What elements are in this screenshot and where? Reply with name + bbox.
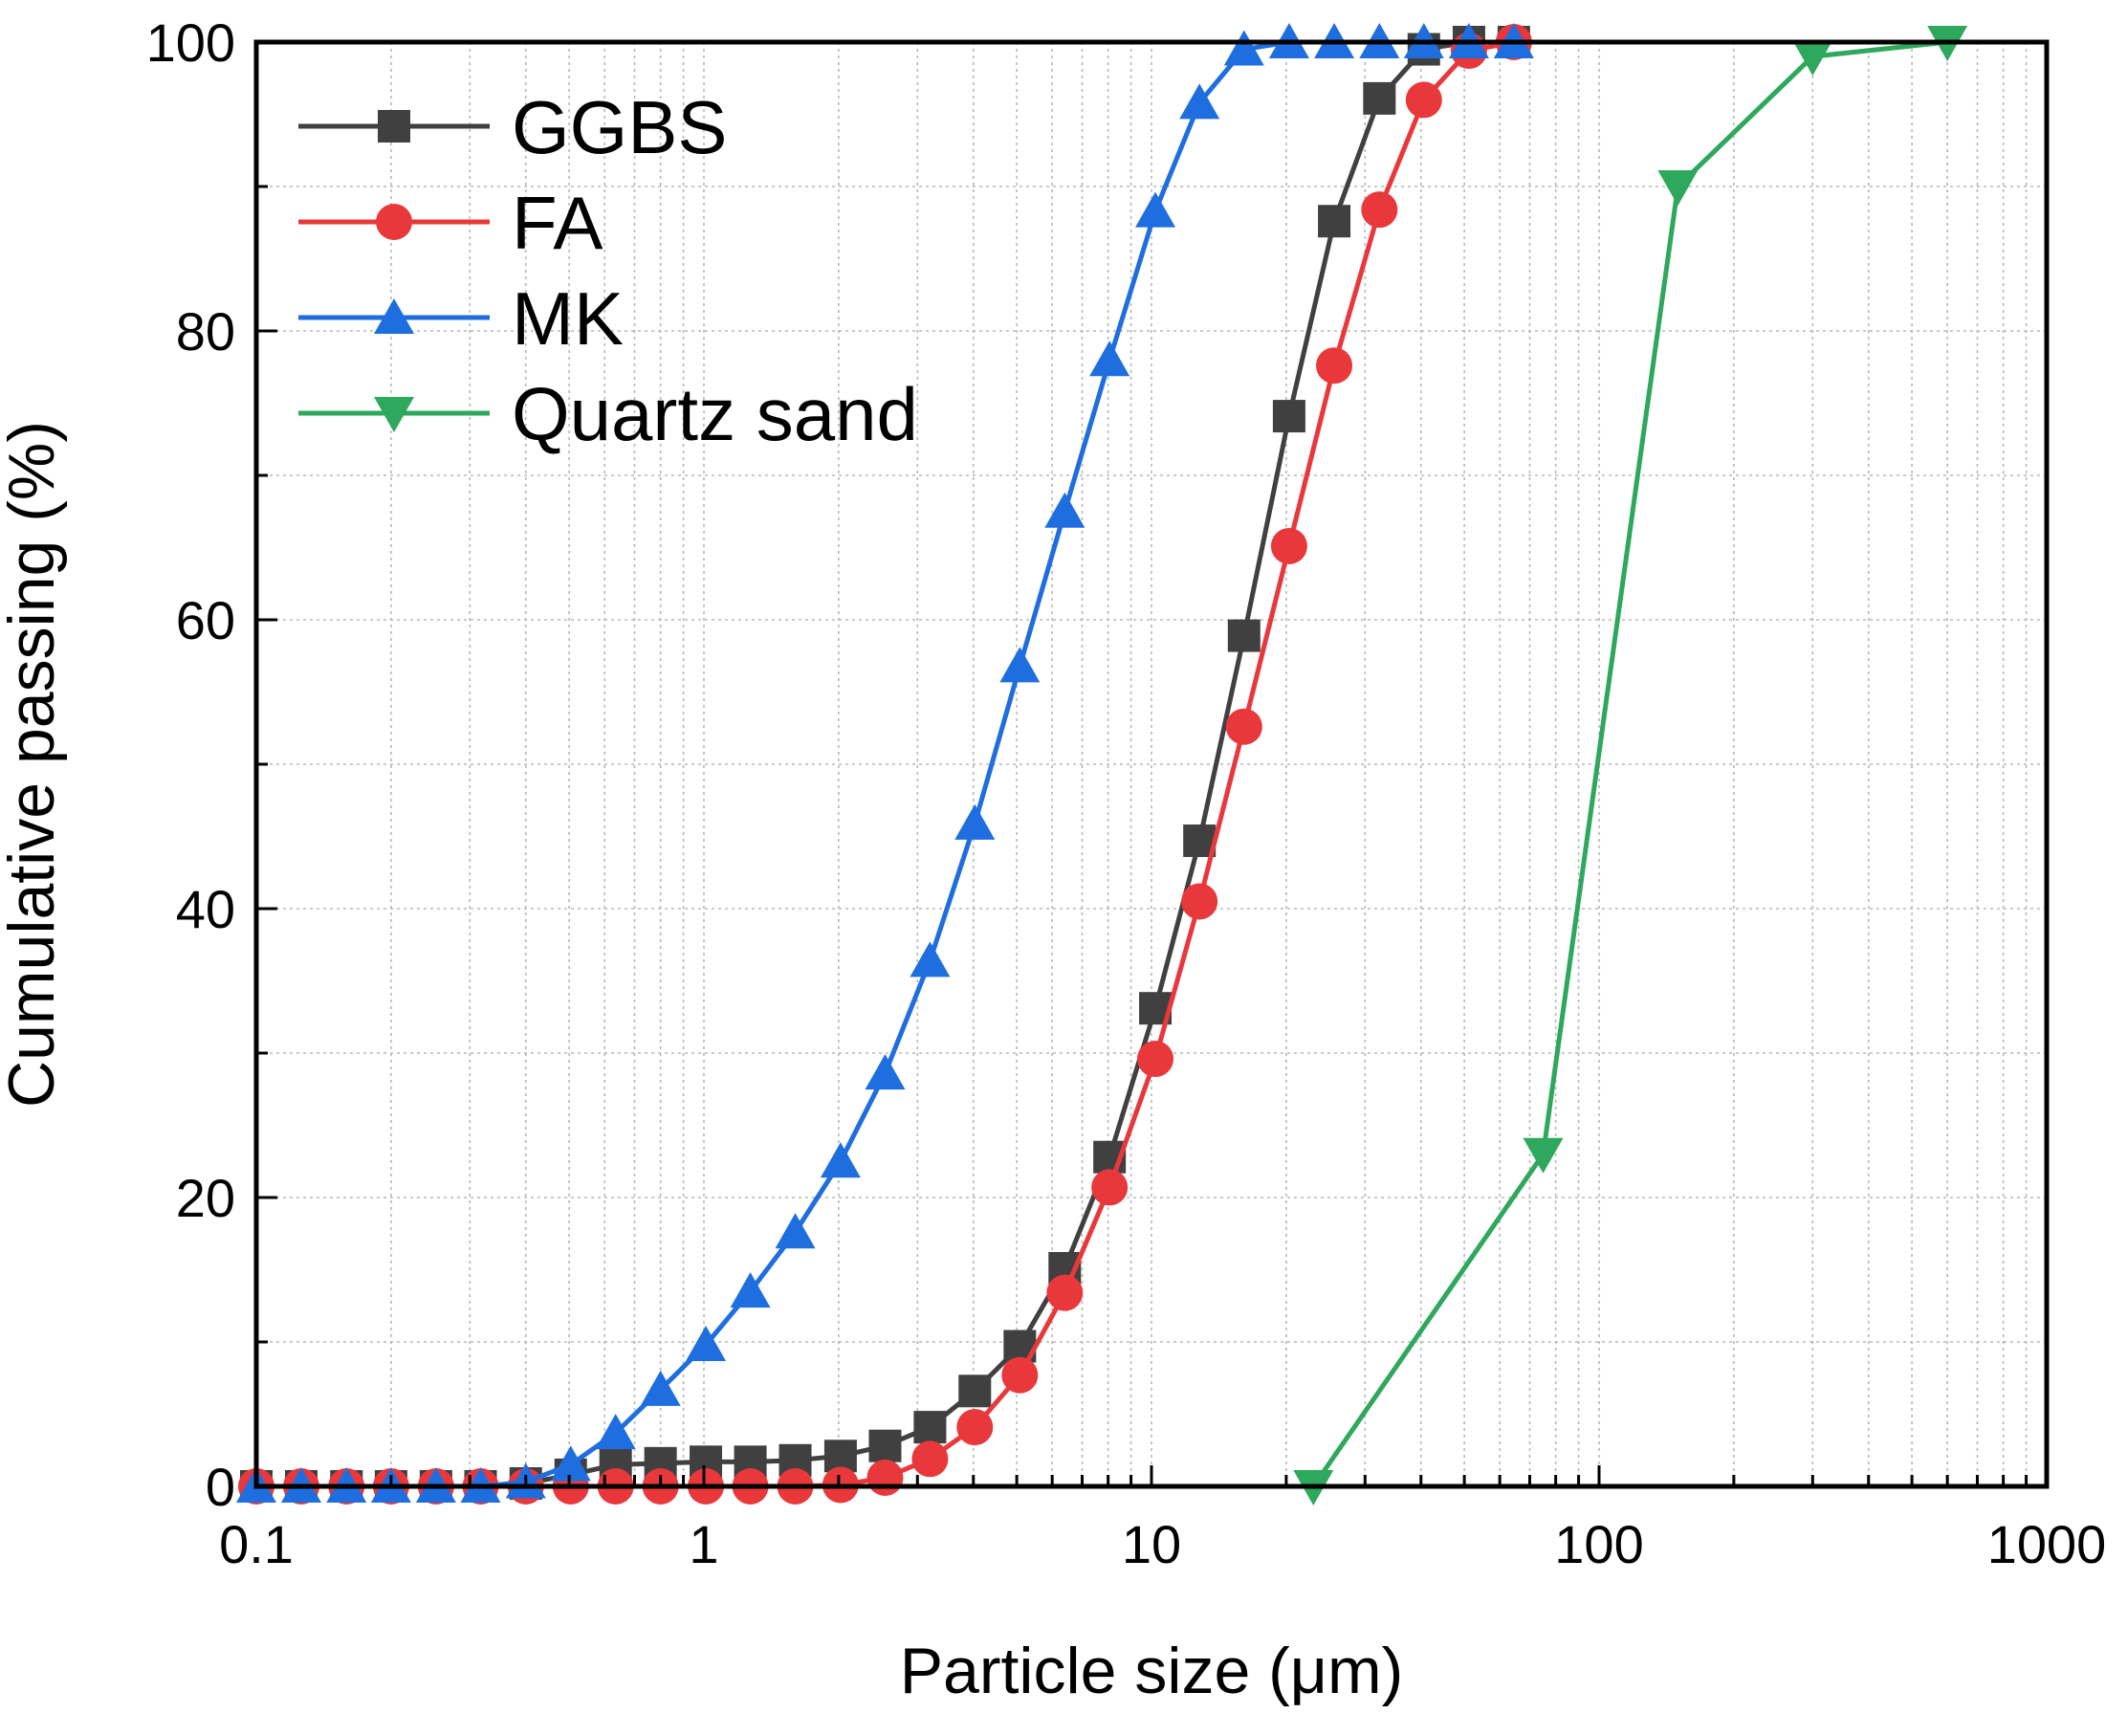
data-point-fa bbox=[1361, 191, 1398, 229]
legend-label-ggbs: GGBS bbox=[512, 85, 727, 169]
data-point-fa bbox=[956, 1409, 994, 1446]
legend-marker-fa bbox=[376, 204, 412, 240]
data-point-mk bbox=[999, 647, 1041, 683]
x-tick-label: 10 bbox=[1122, 1514, 1181, 1574]
data-point-mk bbox=[1223, 30, 1264, 66]
y-tick-label: 40 bbox=[176, 879, 235, 939]
data-point-fa bbox=[1046, 1274, 1084, 1311]
x-tick-labels: 0.1 1 10 100 1000 bbox=[219, 1514, 2106, 1574]
y-tick-label: 0 bbox=[206, 1457, 235, 1517]
data-point-mk bbox=[1179, 83, 1220, 120]
data-point-mk bbox=[820, 1142, 861, 1178]
data-point-mk bbox=[775, 1213, 816, 1249]
legend-marker-mk bbox=[374, 298, 414, 334]
data-point-ggbs bbox=[1227, 619, 1261, 652]
y-axis-title: Cumulative passing (%) bbox=[0, 421, 68, 1108]
data-point-ggbs bbox=[913, 1411, 947, 1444]
x-tick-label: 0.1 bbox=[219, 1514, 294, 1574]
legend-item-quartz-sand: Quartz sand bbox=[298, 372, 918, 456]
data-point-fa bbox=[1181, 883, 1218, 920]
data-point-fa bbox=[1316, 347, 1353, 385]
legend-item-fa: FA bbox=[298, 181, 603, 265]
data-point-quartz-sand bbox=[1523, 1137, 1564, 1174]
y-tick-label: 20 bbox=[176, 1168, 235, 1228]
data-point-mk bbox=[730, 1272, 771, 1308]
data-point-mk bbox=[954, 803, 996, 840]
x-tick-label: 1 bbox=[689, 1514, 718, 1574]
data-point-mk bbox=[595, 1414, 636, 1450]
legend-label-fa: FA bbox=[512, 181, 603, 265]
legend: GGBS FA MK Quartz sand bbox=[298, 85, 918, 456]
data-point-fa bbox=[1001, 1356, 1039, 1394]
data-point-fa bbox=[1405, 81, 1442, 119]
y-tick-label: 60 bbox=[176, 590, 235, 650]
x-axis-title: Particle size (μm) bbox=[900, 1635, 1404, 1707]
legend-item-mk: MK bbox=[298, 276, 624, 361]
legend-item-ggbs: GGBS bbox=[298, 85, 727, 169]
data-point-mk bbox=[550, 1445, 591, 1482]
data-point-ggbs bbox=[1363, 81, 1396, 115]
legend-marker-ggbs bbox=[378, 110, 410, 143]
data-point-mk bbox=[910, 941, 951, 978]
legend-marker-quartz-sand bbox=[374, 397, 414, 432]
data-point-mk bbox=[1044, 492, 1085, 528]
data-point-ggbs bbox=[1272, 400, 1305, 433]
data-point-quartz-sand bbox=[1792, 40, 1833, 77]
ticks bbox=[256, 185, 2028, 1486]
y-tick-labels: 0 20 40 60 80 100 bbox=[146, 12, 235, 1517]
data-point-fa bbox=[1270, 527, 1307, 564]
x-tick-label: 100 bbox=[1554, 1514, 1643, 1574]
data-point-fa bbox=[911, 1440, 949, 1478]
data-point-ggbs bbox=[868, 1429, 902, 1462]
x-tick-label: 1000 bbox=[1987, 1514, 2107, 1574]
data-point-mk bbox=[1135, 191, 1176, 228]
data-point-mk bbox=[640, 1370, 681, 1406]
data-point-fa bbox=[1091, 1169, 1129, 1206]
data-point-ggbs bbox=[1318, 205, 1351, 238]
data-point-mk bbox=[1089, 341, 1130, 377]
data-point-mk bbox=[686, 1326, 727, 1362]
data-point-quartz-sand bbox=[1657, 170, 1699, 206]
data-point-fa bbox=[1225, 708, 1262, 745]
data-point-ggbs bbox=[958, 1374, 992, 1408]
data-point-fa bbox=[1137, 1041, 1174, 1078]
legend-label-mk: MK bbox=[512, 276, 624, 361]
data-point-mk bbox=[865, 1054, 906, 1090]
y-tick-label: 100 bbox=[146, 12, 235, 73]
y-tick-label: 80 bbox=[176, 301, 235, 362]
legend-label-quartz-sand: Quartz sand bbox=[512, 372, 918, 456]
data-point-fa bbox=[866, 1459, 904, 1496]
